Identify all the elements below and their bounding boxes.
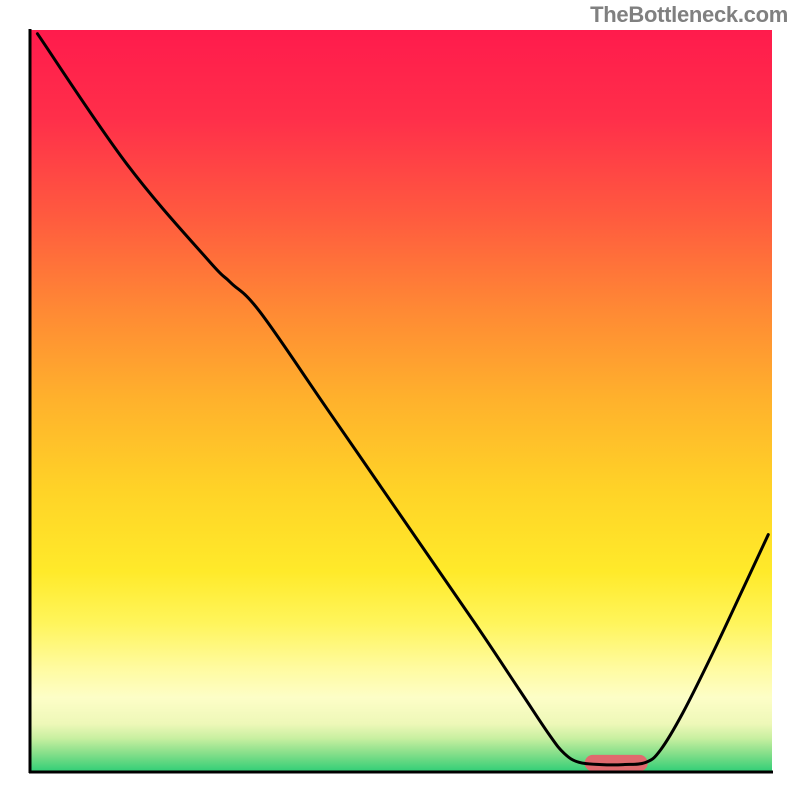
watermark-text: TheBottleneck.com xyxy=(590,2,788,28)
bottleneck-chart-svg xyxy=(0,0,800,800)
chart-container: TheBottleneck.com xyxy=(0,0,800,800)
chart-background xyxy=(30,30,772,772)
